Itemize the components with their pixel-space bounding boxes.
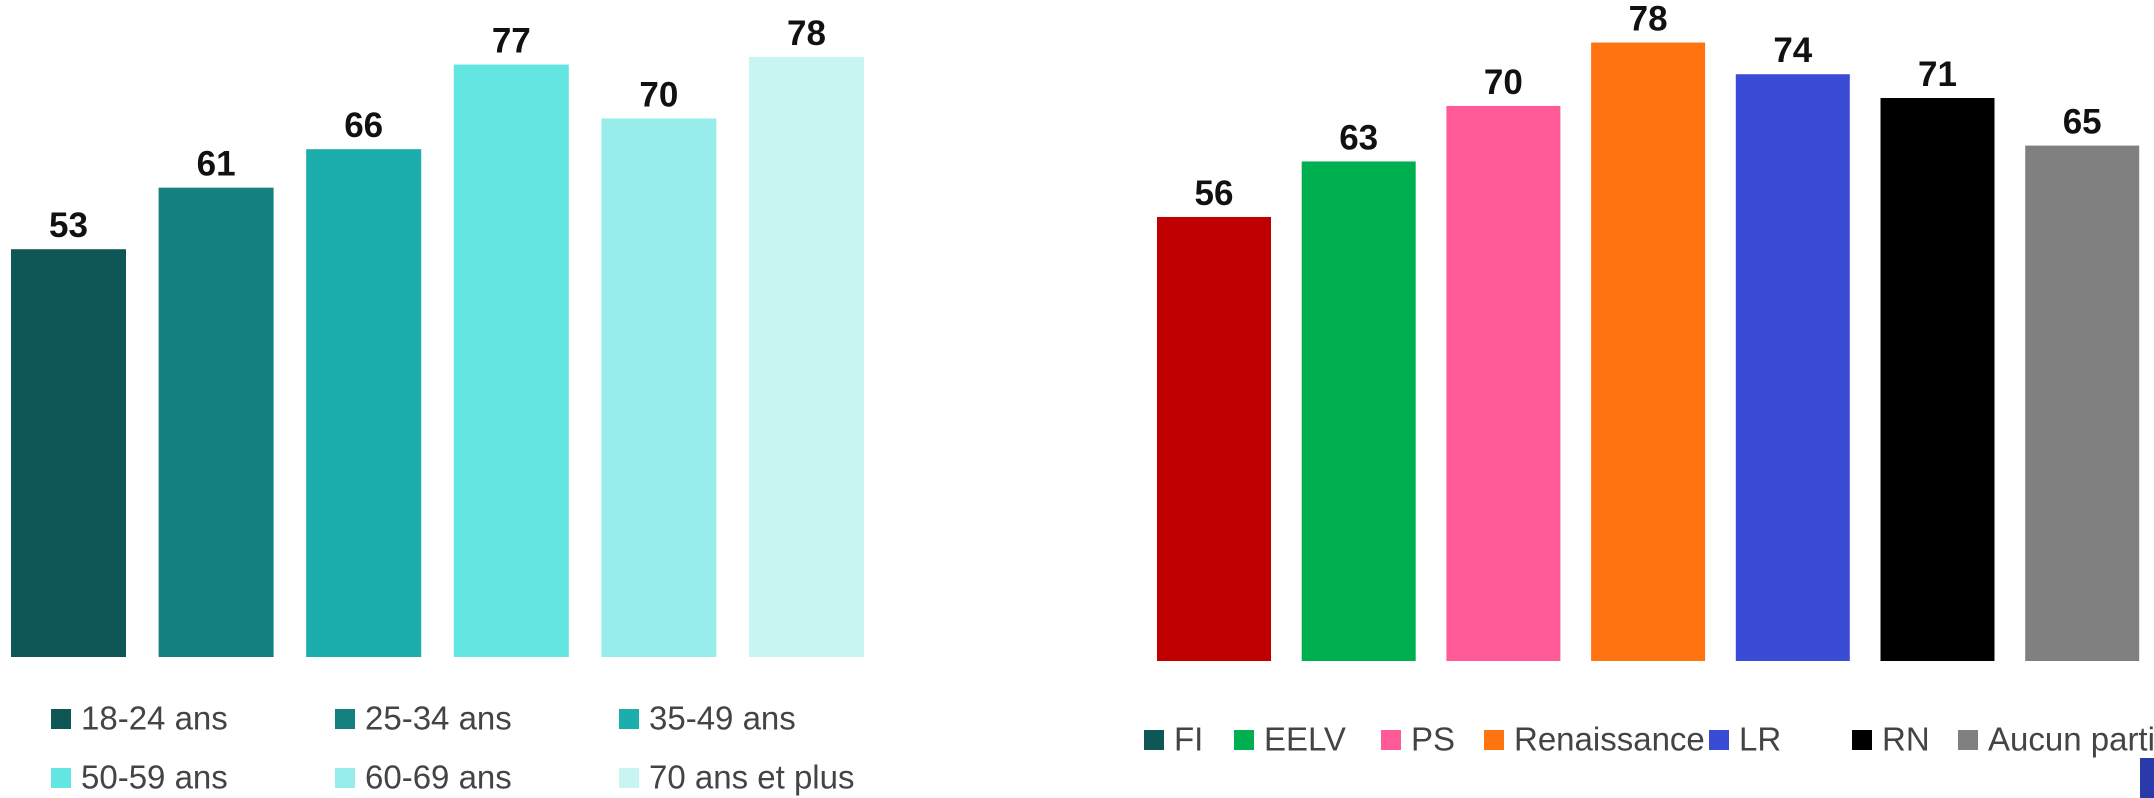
legend-label: 35-49 ans	[649, 700, 796, 737]
legend-swatch	[619, 768, 639, 788]
bar	[1735, 74, 1850, 662]
bar	[1880, 98, 1995, 661]
value-label: 53	[49, 206, 88, 245]
legend-label: 50-59 ans	[81, 759, 228, 796]
bar	[11, 249, 126, 657]
legend-label: 18-24 ans	[81, 700, 228, 737]
legend-label: LR	[1739, 721, 1781, 758]
value-label: 66	[344, 106, 383, 145]
value-label: 70	[639, 75, 678, 114]
bar	[1157, 216, 1271, 661]
legend-swatch	[1381, 730, 1401, 750]
value-label: 70	[1484, 63, 1523, 102]
bar	[1591, 42, 1706, 662]
value-label: 78	[1629, 0, 1668, 39]
value-label: 77	[492, 22, 531, 61]
bar	[306, 149, 422, 657]
value-label: 78	[787, 14, 826, 53]
legend-swatch	[619, 709, 639, 729]
bar	[601, 118, 717, 658]
legend-label: 25-34 ans	[365, 700, 512, 737]
legend-label: 70 ans et plus	[649, 759, 854, 796]
legend-label: 60-69 ans	[365, 759, 512, 796]
bar	[158, 187, 274, 658]
legend-swatch	[51, 709, 71, 729]
value-label: 61	[197, 145, 236, 184]
value-label: 74	[1773, 31, 1812, 70]
legend-label: PS	[1411, 721, 1455, 758]
bar	[2025, 145, 2140, 661]
legend-swatch	[1234, 730, 1254, 750]
value-label: 71	[1918, 55, 1957, 94]
legend-swatch	[1958, 730, 1978, 750]
legend-label: EELV	[1264, 721, 1346, 758]
value-label: 65	[2063, 103, 2102, 142]
legend-swatch	[1709, 730, 1729, 750]
bar	[1301, 161, 1416, 661]
legend-swatch	[1852, 730, 1872, 750]
legend-swatch	[335, 709, 355, 729]
legend-swatch	[1144, 730, 1164, 750]
value-label: 63	[1339, 118, 1378, 157]
legend-label: FI	[1174, 721, 1203, 758]
bar	[453, 64, 569, 658]
logo-fragment	[2140, 758, 2154, 798]
legend-label: Renaissance	[1514, 721, 1705, 758]
legend-label: Aucun parti	[1988, 721, 2154, 758]
legend-swatch	[51, 768, 71, 788]
legend-swatch	[335, 768, 355, 788]
legend-swatch	[1484, 730, 1504, 750]
bar	[749, 56, 864, 657]
bar	[1446, 105, 1561, 662]
legend-label: RN	[1882, 721, 1930, 758]
value-label: 56	[1195, 174, 1234, 213]
